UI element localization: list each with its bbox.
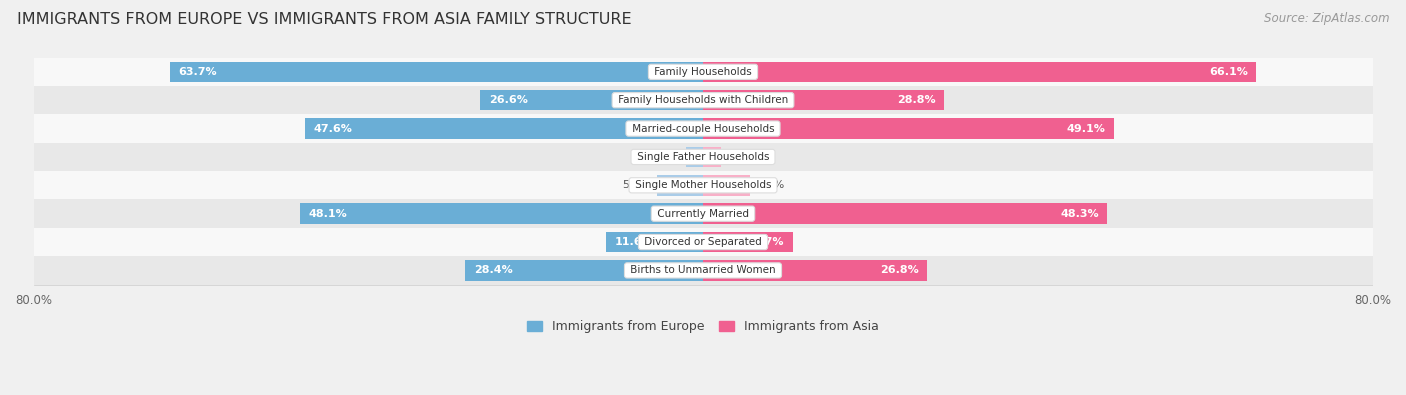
Text: 28.8%: 28.8% <box>897 95 935 105</box>
Text: 48.1%: 48.1% <box>309 209 347 219</box>
Bar <box>703 62 1256 82</box>
Text: Single Father Households: Single Father Households <box>634 152 772 162</box>
Bar <box>606 232 703 252</box>
Bar <box>703 175 749 196</box>
Text: 2.1%: 2.1% <box>727 152 755 162</box>
Bar <box>170 62 703 82</box>
Text: 49.1%: 49.1% <box>1067 124 1105 134</box>
Text: Single Mother Households: Single Mother Households <box>631 180 775 190</box>
Text: Source: ZipAtlas.com: Source: ZipAtlas.com <box>1264 12 1389 25</box>
Text: IMMIGRANTS FROM EUROPE VS IMMIGRANTS FROM ASIA FAMILY STRUCTURE: IMMIGRANTS FROM EUROPE VS IMMIGRANTS FRO… <box>17 12 631 27</box>
Bar <box>34 115 1372 143</box>
Bar <box>465 260 703 280</box>
Text: 5.5%: 5.5% <box>621 180 651 190</box>
Bar <box>703 118 1114 139</box>
Text: 66.1%: 66.1% <box>1209 67 1247 77</box>
Bar <box>703 203 1107 224</box>
Text: 26.6%: 26.6% <box>489 95 527 105</box>
Text: Family Households: Family Households <box>651 67 755 77</box>
Bar <box>657 175 703 196</box>
Bar <box>34 143 1372 171</box>
Bar <box>34 199 1372 228</box>
Bar <box>481 90 703 111</box>
Bar <box>686 147 703 167</box>
Text: Married-couple Households: Married-couple Households <box>628 124 778 134</box>
Text: Divorced or Separated: Divorced or Separated <box>641 237 765 247</box>
Text: 48.3%: 48.3% <box>1060 209 1099 219</box>
Text: 28.4%: 28.4% <box>474 265 512 275</box>
Bar <box>301 203 703 224</box>
Bar <box>703 90 943 111</box>
Bar <box>34 256 1372 284</box>
Text: Family Households with Children: Family Households with Children <box>614 95 792 105</box>
Text: 5.6%: 5.6% <box>756 180 785 190</box>
Text: Currently Married: Currently Married <box>654 209 752 219</box>
Text: 63.7%: 63.7% <box>179 67 217 77</box>
Bar <box>34 171 1372 199</box>
Legend: Immigrants from Europe, Immigrants from Asia: Immigrants from Europe, Immigrants from … <box>522 316 884 339</box>
Bar <box>703 147 720 167</box>
Bar <box>34 86 1372 115</box>
Text: 26.8%: 26.8% <box>880 265 920 275</box>
Bar <box>703 232 793 252</box>
Bar <box>305 118 703 139</box>
Text: 47.6%: 47.6% <box>314 124 352 134</box>
Bar <box>703 260 928 280</box>
Text: 2.0%: 2.0% <box>651 152 679 162</box>
Text: Births to Unmarried Women: Births to Unmarried Women <box>627 265 779 275</box>
Text: 11.6%: 11.6% <box>614 237 652 247</box>
Bar <box>34 228 1372 256</box>
Bar <box>34 58 1372 86</box>
Text: 10.7%: 10.7% <box>745 237 785 247</box>
